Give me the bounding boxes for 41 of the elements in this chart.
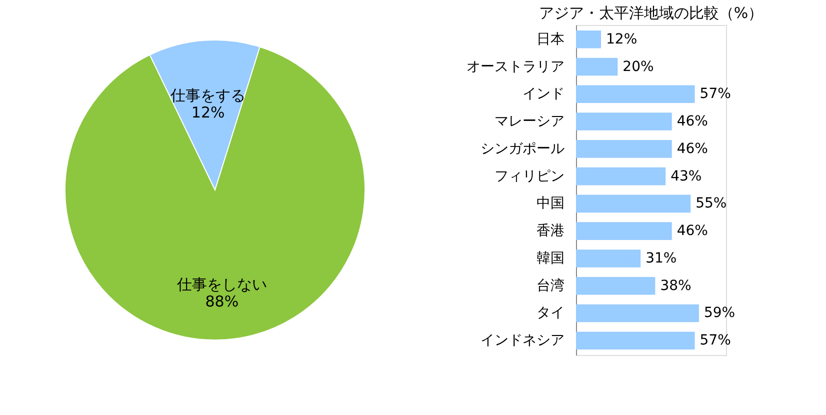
bar — [576, 112, 672, 130]
bar — [576, 140, 672, 158]
y-tick-label: シンガポール — [480, 140, 564, 157]
y-tick-label: 日本 — [536, 31, 564, 48]
y-tick-label: インドネシア — [480, 332, 564, 349]
data-label: 12% — [606, 31, 638, 48]
y-tick-label: オーストラリア — [466, 58, 564, 75]
data-label: 12% — [191, 103, 225, 122]
bar — [576, 30, 602, 48]
bar — [576, 250, 641, 268]
data-label: 43% — [670, 168, 702, 184]
data-label: 20% — [622, 58, 654, 75]
y-tick-label: 中国 — [536, 196, 564, 212]
data-label: 38% — [660, 278, 692, 294]
bar — [576, 304, 699, 322]
slice-label: 仕事をする — [170, 86, 246, 104]
data-label: 57% — [700, 86, 731, 102]
bar — [576, 276, 656, 295]
chart-title: アジア・太平洋地域の比較（%） — [538, 4, 764, 22]
data-label: 88% — [205, 292, 239, 311]
data-label: 55% — [696, 196, 727, 212]
y-tick-label: マレーシア — [494, 114, 564, 130]
slice-label: 仕事をしない — [176, 276, 267, 294]
data-label: 46% — [676, 140, 708, 157]
bar — [576, 58, 618, 76]
y-tick-label: インド — [522, 86, 564, 102]
y-tick-label: タイ — [536, 305, 564, 322]
bar — [576, 85, 695, 104]
bar — [576, 167, 666, 186]
bar — [576, 222, 672, 240]
bar — [576, 194, 691, 213]
y-tick-label: フィリピン — [494, 168, 564, 184]
data-label: 57% — [700, 332, 731, 349]
data-label: 31% — [646, 250, 677, 266]
data-label: 46% — [676, 114, 708, 130]
y-tick-label: 香港 — [536, 223, 564, 240]
bar — [576, 332, 695, 350]
data-label: 46% — [676, 223, 708, 240]
y-tick-label: 韓国 — [536, 250, 564, 266]
data-label: 59% — [704, 305, 736, 322]
y-tick-label: 台湾 — [536, 278, 564, 294]
